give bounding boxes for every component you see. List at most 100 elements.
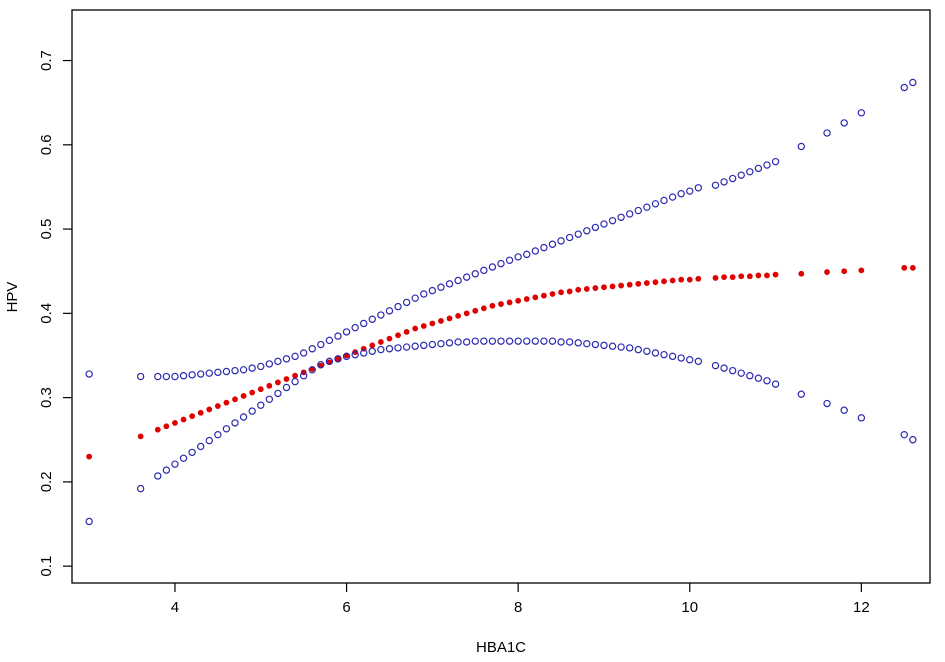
y-tick-label: 0.1: [38, 556, 55, 577]
lower-ci-point: [402, 343, 411, 351]
fit-point: [249, 389, 256, 396]
lower-ci-point: [531, 337, 540, 345]
fit-point: [214, 403, 221, 409]
fit-point: [609, 283, 616, 290]
lower-ci-point: [360, 349, 368, 357]
lower-ci-point: [694, 357, 703, 366]
y-tick-label: 0.5: [38, 219, 55, 240]
fit-point: [412, 325, 419, 332]
fit-point: [583, 286, 590, 292]
lower-ci-point: [763, 377, 771, 385]
upper-ci-point: [497, 259, 505, 268]
lower-ci-point: [342, 352, 351, 361]
lower-ci-point: [480, 337, 488, 345]
lower-ci-point: [754, 374, 763, 382]
lower-ci-point: [325, 357, 334, 366]
lower-ci-point: [471, 337, 479, 345]
fit-point: [480, 305, 487, 312]
upper-ci-point: [651, 200, 660, 208]
fit-point: [669, 277, 676, 284]
upper-ci-point: [334, 332, 342, 340]
fit-point: [429, 320, 436, 327]
lower-ci-point: [299, 372, 308, 380]
y-tick-label: 0.3: [38, 387, 55, 408]
lower-ci-point: [291, 377, 299, 386]
upper-ci-point: [351, 323, 359, 332]
upper-ci-point: [214, 368, 222, 377]
upper-ci-point: [540, 243, 548, 252]
upper-ci-point: [420, 290, 428, 298]
fit-point: [824, 269, 830, 275]
lower-ci-point: [437, 339, 445, 348]
lower-ci-point: [626, 344, 634, 352]
upper-ci-point: [239, 366, 248, 374]
upper-ci-point: [634, 206, 642, 215]
fit-point: [729, 274, 736, 281]
upper-ci-point: [900, 83, 908, 92]
lower-ci-point: [720, 364, 728, 372]
upper-ci-point: [754, 164, 763, 173]
lower-ci-point: [462, 338, 471, 346]
upper-ci-point: [746, 168, 754, 176]
upper-ci-point: [668, 193, 677, 201]
x-tick-label: 10: [681, 599, 698, 616]
upper-ci-point: [797, 142, 806, 151]
lower-ci-point: [265, 395, 274, 404]
upper-ci-point: [505, 256, 514, 264]
upper-ci-point: [523, 250, 531, 259]
lower-ci-point: [771, 380, 780, 388]
fit-point: [592, 285, 599, 291]
fit-point: [858, 267, 865, 274]
upper-ci-point: [488, 263, 497, 271]
fit-point: [532, 294, 539, 301]
lower-ci-point: [523, 337, 531, 345]
fit-point: [180, 416, 187, 423]
lower-ci-point: [608, 342, 617, 350]
y-axis: 0.1 0.2 0.3 0.4 0.5 0.6 0.7: [38, 50, 73, 577]
lower-ci-point: [660, 350, 668, 359]
y-tick-label: 0.6: [38, 134, 55, 155]
fit-point: [643, 280, 650, 286]
fit-point: [377, 339, 384, 345]
lower-ci-point: [514, 337, 522, 345]
lower-ci-point: [591, 340, 600, 349]
fit-point: [661, 278, 667, 285]
lower-ci-point: [668, 352, 677, 361]
fit-point: [558, 289, 564, 296]
fit-point: [686, 276, 693, 283]
fit-point: [266, 382, 273, 389]
plot-frame: [71, 9, 931, 584]
upper-ci-point: [462, 273, 471, 281]
upper-ci-point: [531, 247, 540, 255]
lower-ci-point: [188, 448, 196, 457]
lower-ci-point: [368, 347, 376, 355]
upper-ci-point: [711, 181, 720, 189]
upper-ci-point: [471, 270, 479, 278]
lower-ci-point: [179, 454, 188, 462]
upper-ci-point: [342, 328, 351, 336]
fit-point: [738, 273, 745, 280]
upper-ci-point: [394, 302, 402, 311]
fit-point: [695, 275, 702, 282]
fit-point: [635, 280, 642, 287]
lower-ci-point: [900, 430, 908, 439]
fit-point: [909, 264, 916, 271]
lower-ci-point: [565, 338, 574, 346]
fit-point: [678, 276, 685, 283]
fit-point: [240, 393, 247, 399]
fit-point: [626, 281, 633, 288]
upper-ci-point: [548, 240, 557, 248]
fit-point: [523, 296, 530, 302]
x-tick-label: 6: [342, 599, 350, 616]
upper-ci-point: [686, 187, 694, 195]
fit-point: [292, 372, 298, 379]
fit-point: [772, 271, 779, 278]
x-tick-label: 8: [514, 599, 522, 616]
upper-ci-point: [428, 286, 437, 295]
fit-point: [189, 413, 196, 420]
fit-point: [472, 307, 479, 314]
lower-ci-point: [411, 342, 419, 350]
y-tick-label: 0.7: [38, 50, 55, 71]
lower-ci-point: [282, 383, 291, 392]
upper-ci-point: [299, 349, 308, 357]
